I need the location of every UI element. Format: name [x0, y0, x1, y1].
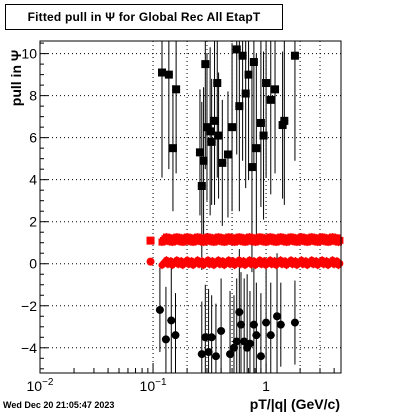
data-point-circle [197, 350, 206, 359]
data-point-square [197, 181, 206, 190]
data-point-circle [290, 318, 299, 327]
title-box: Fitted pull in Ψ for Global Rec All Etap… [5, 4, 283, 30]
data-point-square [218, 158, 227, 167]
data-point-square [241, 89, 250, 98]
data-point-square [232, 45, 241, 54]
data-point-square [228, 123, 237, 132]
y-axis-label: pull in Ψ [8, 49, 24, 107]
x-tick-label: 10−2 [27, 377, 54, 394]
data-point-circle [207, 333, 216, 342]
data-point-square [213, 79, 222, 88]
y-tick-label: 4 [29, 172, 37, 188]
data-point-square [172, 85, 181, 94]
data-point-circle [252, 331, 261, 340]
data-point-square [168, 144, 177, 153]
y-tick-label: 2 [29, 214, 37, 230]
data-point-square [262, 79, 271, 88]
y-tick-label: 0 [29, 256, 37, 272]
data-point-square [210, 116, 219, 125]
plot-frame [39, 40, 342, 374]
y-tick-label: 8 [29, 88, 37, 104]
y-tick-label: −2 [21, 298, 37, 314]
data-point-square [238, 51, 247, 60]
red-point-square [146, 236, 155, 245]
data-point-square [271, 85, 280, 94]
data-point-circle [266, 331, 275, 340]
x-tick-label: 10−1 [140, 377, 167, 394]
data-point-square [280, 116, 289, 125]
data-point-circle [155, 305, 164, 314]
data-point-square [278, 121, 287, 130]
data-point-square [195, 148, 204, 157]
data-point-square [223, 150, 232, 159]
data-point-square [164, 70, 173, 79]
data-point-square [235, 102, 244, 111]
x-tick-label: 1 [262, 378, 270, 394]
x-axis-label: pT/|q| (GeV/c) [249, 396, 340, 412]
data-markers [146, 45, 344, 361]
data-point-square [244, 70, 253, 79]
data-point-square [199, 156, 208, 165]
data-point-square [252, 144, 261, 153]
data-point-circle [245, 339, 254, 348]
data-point-circle [226, 350, 235, 359]
y-tick-label: 6 [29, 130, 37, 146]
data-point-square [214, 131, 223, 140]
data-point-circle [232, 337, 241, 346]
data-point-square [202, 123, 211, 132]
data-point-circle [273, 312, 282, 321]
data-point-circle [276, 320, 285, 329]
timestamp: Wed Dec 20 21:05:47 2023 [3, 400, 115, 410]
data-point-square [290, 51, 299, 60]
data-point-circle [167, 316, 176, 325]
data-point-square [207, 137, 216, 146]
chart-title: Fitted pull in Ψ for Global Rec All Etap… [27, 10, 261, 24]
data-point-square [247, 163, 256, 172]
data-point-circle [161, 335, 170, 344]
data-point-circle [256, 352, 265, 361]
data-point-circle [217, 326, 226, 335]
data-point-circle [201, 333, 210, 342]
data-point-square [259, 131, 268, 140]
data-point-circle [229, 343, 238, 352]
axes: −4 −2 0 2 4 6 8 10 10−2 10−1 1 [21, 40, 342, 394]
data-point-circle [262, 318, 271, 327]
data-point-square [249, 58, 258, 67]
data-point-square [256, 118, 265, 127]
y-tick-label: 10 [21, 46, 37, 62]
data-point-circle [204, 347, 213, 356]
data-point-circle [171, 331, 180, 340]
data-point-circle [237, 320, 246, 329]
data-point-circle [211, 352, 220, 361]
data-point-square [266, 95, 275, 104]
data-point-square [157, 68, 166, 77]
red-point-square [336, 236, 344, 244]
data-point-square [206, 127, 215, 136]
y-tick-label: −4 [21, 340, 37, 356]
red-point-circle [336, 260, 344, 268]
data-point-circle [249, 320, 258, 329]
data-point-circle [235, 308, 244, 317]
data-point-square [201, 60, 210, 69]
red-point-circle [146, 257, 155, 266]
